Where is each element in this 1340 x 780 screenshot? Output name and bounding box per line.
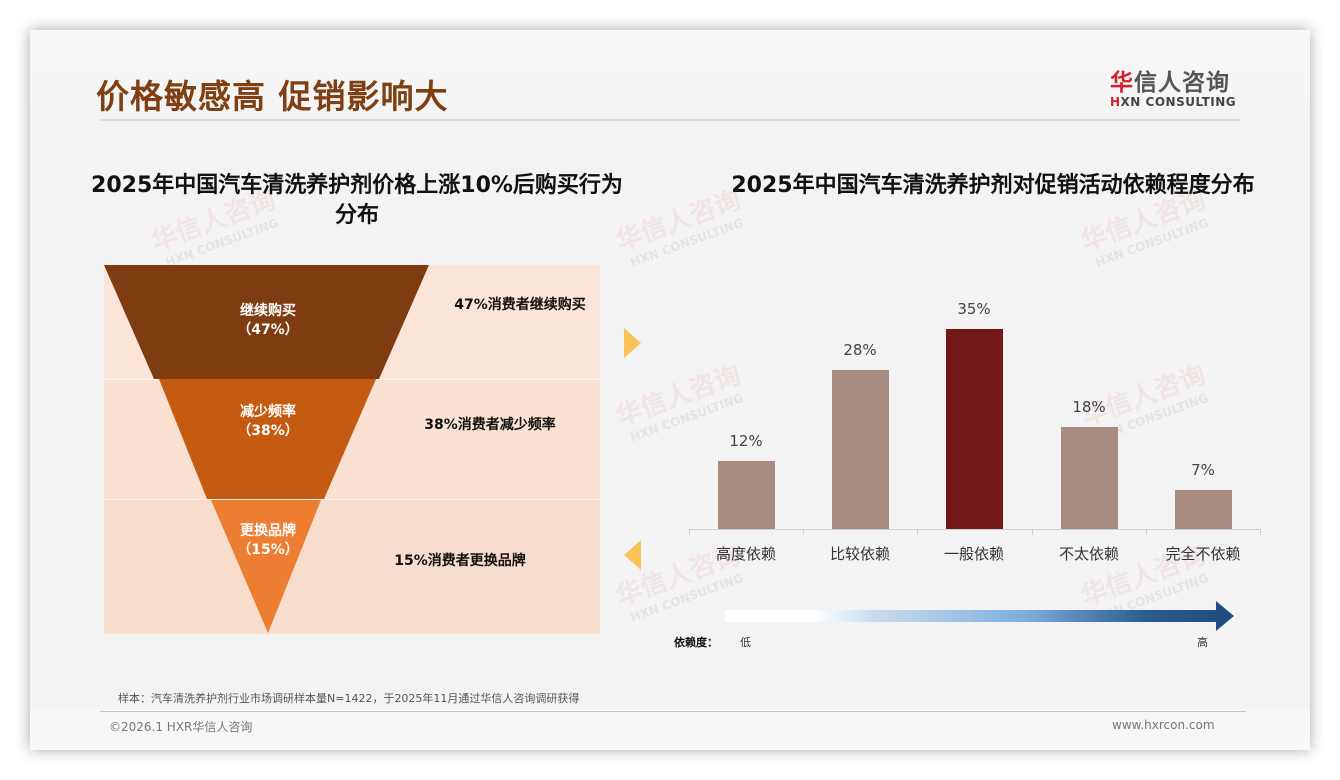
bar-moderate-dependence [946,329,1003,529]
slide: 价格敏感高 促销影响大 华信人咨询 HXN CONSULTING 华信人咨询 HX… [30,30,1310,750]
bar-value-label: 7% [1191,461,1215,479]
funnel-stage-description: 38%消费者减少频率 [424,417,556,433]
funnel-row-bg [104,500,600,634]
bar-low-dependence [1061,427,1118,529]
funnel-stage-label: 减少频率 （38%） [237,404,299,439]
axis-tick [917,529,918,535]
page-title: 价格敏感高 促销影响大 [96,77,449,116]
website-link[interactable]: www.hxrcon.com [1112,718,1215,732]
funnel-stage-1 [104,265,429,379]
legend-label: 依赖度： [674,636,718,649]
triangle-right-icon [624,328,641,358]
bar-value-label: 18% [1072,398,1106,416]
logo-cn: 华信人咨询 [1110,70,1230,96]
footer-band [30,710,1310,750]
logo-en: HXN CONSULTING [1110,95,1237,109]
footer-divider [100,711,1246,712]
company-logo: 华信人咨询 HXN CONSULTING [1110,63,1245,109]
x-axis [689,529,1261,530]
funnel-chart-title: 2025年中国汽车清洗养护剂价格上涨10%后购买行为 分布 [91,173,623,228]
bar-value-label: 28% [843,341,877,359]
header-band [30,30,1310,120]
dependence-gradient-bar [725,610,1218,622]
x-axis-category: 高度依赖 [715,545,776,563]
triangle-left-icon [624,540,641,570]
bar-chart: 12% 28% 35% 18% 7% 高度依赖 比较依赖 一般依赖 不太依赖 完… [689,300,1261,570]
bar-value-label: 35% [957,300,991,318]
funnel-stage-3 [211,500,321,633]
bar-chart-title: 2025年中国汽车清洗养护剂对促销活动依赖程度分布 [731,173,1255,198]
axis-tick [1260,529,1261,535]
x-axis-category: 不太依赖 [1058,545,1119,563]
arrow-right-icon [1216,601,1234,631]
bar-fairly-dependent [832,370,889,529]
funnel-stage-2 [159,379,376,499]
bar-no-dependence [1175,490,1232,529]
bar-value-label: 12% [729,432,763,450]
axis-tick [689,529,690,535]
axis-tick [1032,529,1033,535]
funnel-stage-label: 继续购买 （47%） [237,303,299,338]
axis-tick [803,529,804,535]
copyright: ©2026.1 HXR华信人咨询 [109,720,253,734]
legend-low: 低 [740,636,751,649]
bar-high-dependence [718,461,775,529]
funnel-stage-description: 47%消费者继续购买 [454,297,586,313]
x-axis-category: 完全不依赖 [1165,545,1241,563]
funnel-stage-label: 更换品牌 （15%） [237,523,299,558]
funnel-stage-description: 15%消费者更换品牌 [394,553,526,569]
title-divider [100,119,1240,121]
x-axis-category: 一般依赖 [943,545,1004,563]
axis-tick [1146,529,1147,535]
funnel-shape [104,265,429,633]
sample-note: 样本：汽车清洗养护剂行业市场调研样本量N=1422，于2025年11月通过华信人… [118,692,580,705]
x-axis-category: 比较依赖 [829,545,890,563]
legend-high: 高 [1197,636,1208,649]
